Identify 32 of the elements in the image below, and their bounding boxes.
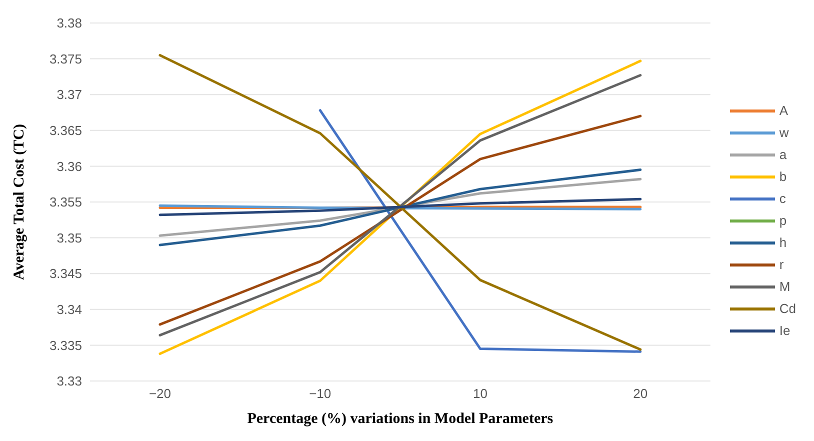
legend-label: Cd bbox=[779, 301, 796, 316]
y-tick-label: 3.375 bbox=[49, 51, 82, 66]
y-tick-label: 3.37 bbox=[56, 87, 82, 102]
y-tick-label: 3.335 bbox=[49, 338, 82, 353]
y-axis-title: Average Total Cost (TC) bbox=[11, 124, 28, 280]
legend-label: A bbox=[779, 103, 788, 118]
legend-label: w bbox=[779, 125, 789, 140]
legend-label: h bbox=[779, 235, 787, 250]
x-tick-label: 20 bbox=[633, 386, 648, 402]
legend-label: p bbox=[779, 213, 787, 228]
legend-label: M bbox=[779, 279, 790, 294]
y-tick-label: 3.355 bbox=[49, 194, 82, 210]
legend-label: b bbox=[779, 169, 787, 184]
y-tick-label: 3.34 bbox=[56, 302, 82, 318]
x-tick-label: −20 bbox=[148, 386, 172, 402]
line-series bbox=[158, 168, 642, 246]
legend-label: a bbox=[779, 147, 787, 162]
y-tick-label: 3.33 bbox=[56, 374, 82, 389]
y-tick-label: 3.35 bbox=[56, 230, 82, 246]
line-series bbox=[158, 178, 642, 237]
x-axis-title: Percentage (%) variations in Model Parameters bbox=[247, 411, 554, 427]
legend-label: Ie bbox=[779, 323, 790, 338]
y-tick-label: 3.365 bbox=[49, 123, 82, 138]
y-tick-label: 3.36 bbox=[56, 158, 82, 174]
x-tick-label: −10 bbox=[309, 386, 332, 402]
legend-label: c bbox=[779, 191, 786, 206]
y-tick-label: 3.38 bbox=[56, 16, 82, 31]
legend-label: r bbox=[779, 257, 784, 272]
line-series bbox=[158, 198, 642, 216]
y-tick-label: 3.345 bbox=[49, 266, 82, 282]
x-tick-label: 10 bbox=[473, 386, 488, 402]
line-series bbox=[158, 114, 642, 326]
